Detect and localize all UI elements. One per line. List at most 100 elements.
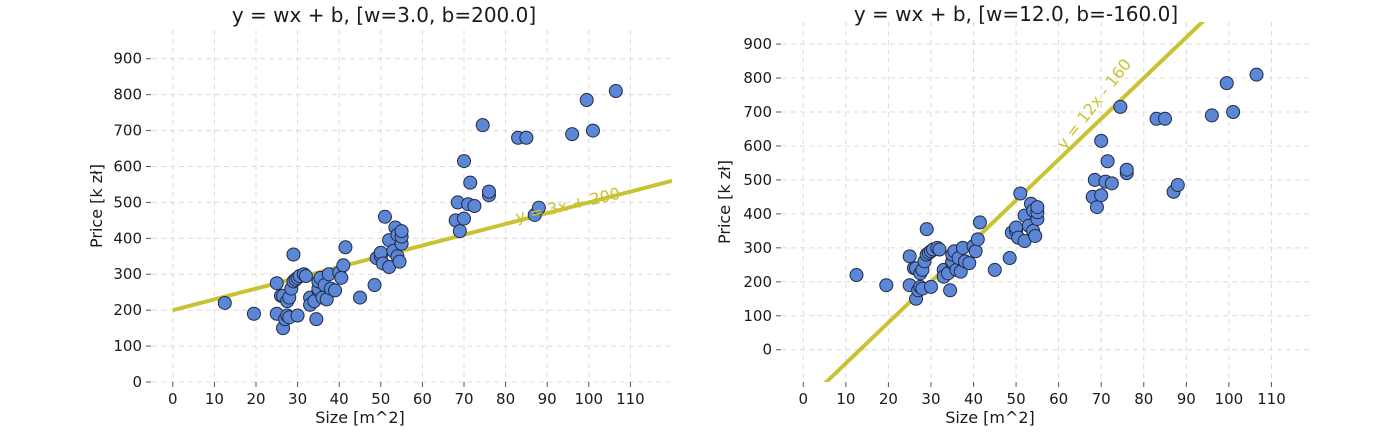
- x-tick-label-left: 50: [371, 390, 390, 408]
- data-point-right: [1158, 111, 1173, 126]
- x-tick-label-left: 30: [288, 390, 307, 408]
- x-tick-label-left: 0: [168, 390, 178, 408]
- data-point-right: [879, 278, 894, 293]
- y-tick-label-right: 700: [743, 103, 772, 121]
- data-point-right: [987, 262, 1002, 277]
- y-tick-label-right: 400: [743, 205, 772, 223]
- ticks-left: 0 10 20 30 40 50 60 70 80 90 100 110 0 100 200 300 400 50…: [113, 50, 644, 408]
- y-tick-label-left: 300: [113, 265, 142, 283]
- chart-title-left: y = wx + b, [w=3.0, b=200.0]: [232, 3, 536, 27]
- x-tick-label-right: 110: [1257, 390, 1286, 408]
- chart-left: 0 10 20 30 40 50 60 70 80 90 100 110 0 100 200 300 400 50…: [87, 3, 672, 427]
- data-point-left: [457, 154, 471, 169]
- data-point-left: [367, 278, 382, 293]
- x-tick-label-right: 30: [921, 390, 940, 408]
- data-point-left: [457, 211, 471, 226]
- data-point-left: [298, 269, 313, 284]
- data-point-left: [246, 306, 261, 321]
- data-point-left: [338, 240, 353, 255]
- x-tick-label-right: 60: [1049, 390, 1068, 408]
- data-point-left: [475, 118, 490, 133]
- data-point-right: [1094, 133, 1109, 148]
- data-point-right: [1226, 105, 1241, 119]
- y-axis-label-left: Price [k zł]: [87, 164, 106, 248]
- data-point-left: [519, 130, 534, 145]
- chart-right: 0 10 20 30 40 50 60 70 80 90 100 110 0 100 200 300 400 50…: [715, 2, 1314, 427]
- data-point-left: [452, 224, 467, 239]
- data-point-right: [1204, 108, 1219, 123]
- y-tick-label-right: 300: [743, 239, 772, 257]
- chart-title-right: y = wx + b, [w=12.0, b=-160.0]: [854, 2, 1178, 26]
- data-point-left: [565, 127, 580, 142]
- x-tick-label-right: 0: [799, 390, 809, 408]
- data-point-left: [336, 258, 351, 273]
- data-point-right: [919, 222, 934, 237]
- data-point-right: [1219, 76, 1234, 91]
- regression-line-right: [823, 22, 1206, 382]
- x-tick-label-right: 100: [1215, 390, 1244, 408]
- data-point-left: [290, 308, 305, 323]
- data-point-right: [943, 283, 958, 298]
- data-point-left: [585, 123, 600, 138]
- x-axis-label-right: Size [m^2]: [945, 408, 1035, 427]
- y-tick-label-left: 400: [113, 229, 142, 247]
- y-axis-label-right: Price [k zł]: [715, 160, 734, 244]
- data-point-right: [1030, 200, 1045, 215]
- y-tick-label-left: 500: [113, 193, 142, 211]
- y-tick-label-right: 900: [743, 35, 772, 53]
- x-tick-label-right: 90: [1177, 390, 1196, 408]
- x-tick-label-right: 20: [879, 390, 898, 408]
- x-tick-label-left: 40: [330, 390, 349, 408]
- data-point-left: [392, 254, 407, 269]
- data-point-left: [328, 283, 343, 298]
- data-point-left: [467, 199, 482, 213]
- points-left: [217, 84, 623, 336]
- y-tick-label-left: 600: [113, 157, 142, 175]
- y-tick-label-right: 200: [743, 273, 772, 291]
- data-point-left: [217, 295, 232, 310]
- data-point-right: [1170, 178, 1185, 193]
- x-tick-label-left: 100: [574, 390, 603, 408]
- data-point-right: [1013, 186, 1028, 201]
- y-tick-label-left: 0: [132, 373, 142, 391]
- x-tick-label-left: 60: [413, 390, 432, 408]
- data-point-left: [394, 224, 409, 239]
- data-point-left: [353, 290, 367, 305]
- x-tick-label-left: 80: [496, 390, 515, 408]
- data-point-right: [962, 256, 977, 271]
- data-point-left: [286, 247, 301, 262]
- data-point-right: [902, 249, 917, 264]
- y-tick-label-right: 800: [743, 69, 772, 87]
- y-tick-label-right: 0: [762, 341, 772, 359]
- data-point-right: [968, 244, 983, 259]
- data-point-left: [608, 84, 623, 99]
- data-point-right: [1002, 251, 1017, 266]
- data-point-left: [481, 184, 496, 199]
- data-point-right: [1113, 99, 1128, 114]
- data-point-right: [1094, 188, 1109, 203]
- data-point-left: [531, 200, 546, 215]
- x-axis-label-left: Size [m^2]: [315, 408, 405, 427]
- data-point-left: [309, 312, 324, 327]
- y-tick-label-left: 700: [113, 122, 142, 140]
- data-point-right: [1100, 154, 1115, 169]
- x-tick-label-right: 80: [1134, 390, 1153, 408]
- y-tick-label-left: 900: [113, 50, 142, 68]
- data-point-right: [970, 232, 985, 247]
- ticks-right: 0 10 20 30 40 50 60 70 80 90 100 110 0 100 200 300 400 50…: [743, 35, 1285, 408]
- data-point-left: [463, 175, 478, 190]
- data-point-left: [377, 209, 392, 224]
- x-tick-label-left: 110: [616, 390, 645, 408]
- points-right: [849, 67, 1264, 306]
- data-point-right: [1089, 200, 1104, 215]
- y-tick-label-right: 500: [743, 171, 772, 189]
- x-tick-label-right: 70: [1092, 390, 1111, 408]
- data-point-right: [932, 242, 947, 257]
- x-tick-label-left: 10: [205, 390, 224, 408]
- x-tick-label-left: 20: [246, 390, 265, 408]
- data-point-right: [1104, 176, 1119, 191]
- x-tick-label-left: 90: [538, 390, 557, 408]
- y-tick-label-left: 800: [113, 86, 142, 104]
- data-point-left: [334, 270, 349, 285]
